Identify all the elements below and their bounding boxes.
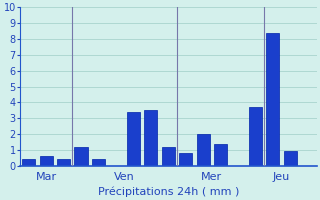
Bar <box>22 159 35 166</box>
Bar <box>127 112 140 166</box>
Bar <box>196 134 210 166</box>
Bar <box>92 159 105 166</box>
Bar <box>144 110 157 166</box>
Bar <box>249 107 262 166</box>
Bar <box>57 159 70 166</box>
Bar <box>75 147 87 166</box>
X-axis label: Précipitations 24h ( mm ): Précipitations 24h ( mm ) <box>98 186 239 197</box>
Bar <box>39 156 52 166</box>
Bar <box>214 144 227 166</box>
Bar <box>179 153 192 166</box>
Bar <box>266 33 279 166</box>
Bar <box>162 147 175 166</box>
Bar <box>284 151 297 166</box>
